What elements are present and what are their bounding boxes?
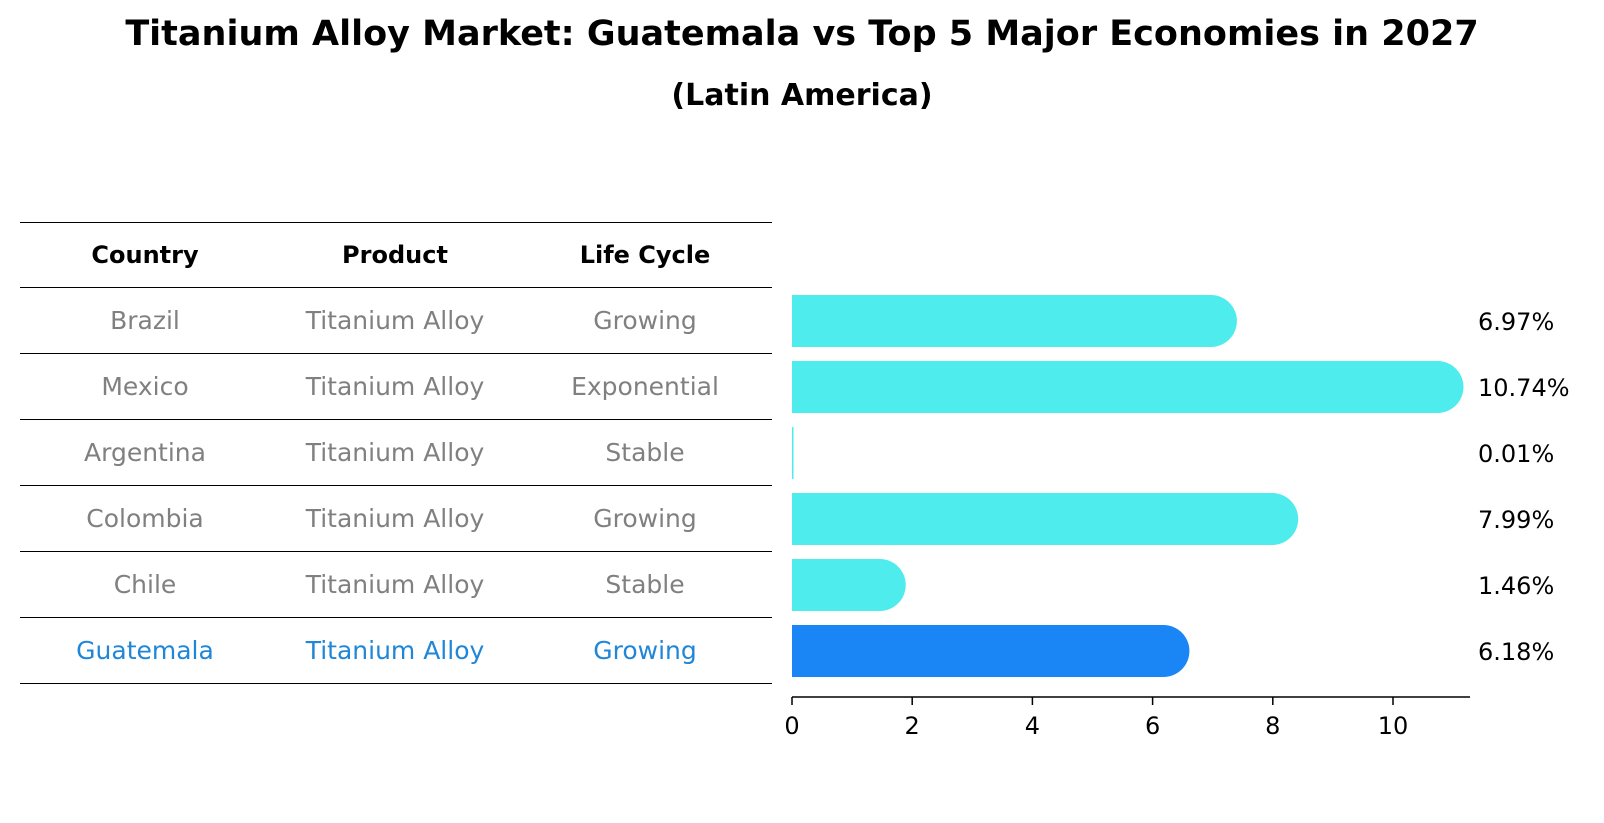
x-tick-label: 4 [1025,712,1040,740]
table-header-row: Country Product Life Cycle [20,222,772,288]
x-tick-label: 0 [784,712,799,740]
chart-subtitle: (Latin America) [671,78,933,113]
cell-country: Mexico [101,372,189,401]
cell-product: Titanium Alloy [305,504,485,533]
bar-mexico [792,361,1464,413]
x-tick-label: 6 [1145,712,1160,740]
cell-life-cycle: Exponential [571,372,719,401]
chart-title: Titanium Alloy Market: Guatemala vs Top … [125,14,1479,54]
x-tick-label: 8 [1265,712,1280,740]
data-table: Country Product Life Cycle Brazil Titani… [20,222,772,684]
table-row-highlight: Guatemala Titanium Alloy Growing [20,618,772,684]
bar-argentina [792,427,794,479]
header-life-cycle: Life Cycle [579,241,711,269]
value-label: 10.74% [1478,374,1570,402]
x-tick-label: 2 [905,712,920,740]
cell-life-cycle: Stable [605,438,685,467]
cell-life-cycle: Growing [593,636,697,665]
cell-country: Argentina [84,438,206,467]
table-row: Colombia Titanium Alloy Growing [20,486,772,552]
cell-life-cycle: Stable [605,570,685,599]
cell-product: Titanium Alloy [305,636,485,665]
bar-chile [792,559,906,611]
cell-life-cycle: Growing [593,504,697,533]
cell-product: Titanium Alloy [305,438,485,467]
cell-country: Colombia [86,504,204,533]
cell-country: Guatemala [76,636,214,665]
value-label: 6.18% [1478,638,1554,666]
table-row: Argentina Titanium Alloy Stable [20,420,772,486]
cell-country: Chile [113,570,177,599]
header-country: Country [91,241,199,269]
cell-product: Titanium Alloy [305,372,485,401]
value-label: 7.99% [1478,506,1554,534]
value-label: 1.46% [1478,572,1554,600]
header-product: Product [342,241,448,269]
value-label: 6.97% [1478,308,1554,336]
cell-life-cycle: Growing [593,306,697,335]
table-row: Mexico Titanium Alloy Exponential [20,354,772,420]
cell-product: Titanium Alloy [305,306,485,335]
bar-colombia [792,493,1299,545]
bar-guatemala [792,625,1190,677]
cell-product: Titanium Alloy [305,570,485,599]
table-row: Chile Titanium Alloy Stable [20,552,772,618]
table-row: Brazil Titanium Alloy Growing [20,288,772,354]
bar-brazil [792,295,1237,347]
value-label: 0.01% [1478,440,1554,468]
x-tick-label: 10 [1378,712,1409,740]
cell-country: Brazil [110,306,180,335]
